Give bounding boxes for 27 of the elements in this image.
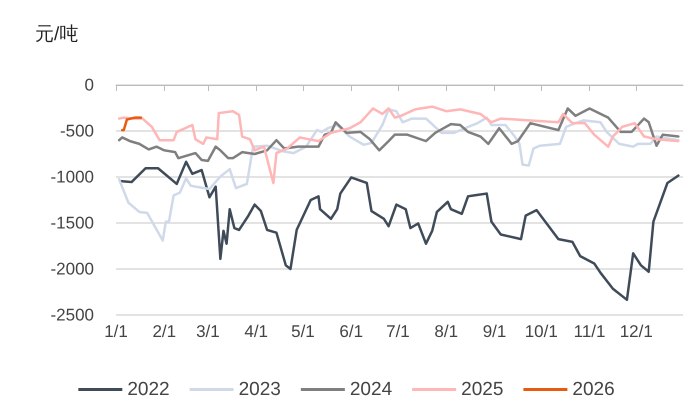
x-tick-label: 10/1 [524,322,558,341]
x-tick-label: 5/1 [291,322,315,341]
legend-label: 2026 [572,379,615,400]
legend-label: 2023 [238,379,281,400]
x-tick-label: 1/1 [104,322,128,341]
x-tick-label: 6/1 [339,322,364,341]
line-series [118,105,680,184]
x-tick-label: 11/1 [574,322,606,341]
x-tick-label: 3/1 [196,322,220,341]
y-tick-label: -1500 [50,214,94,232]
x-tick-label: 2/1 [152,322,176,341]
y-tick-label: -2000 [50,260,94,278]
legend-label: 2025 [461,379,504,400]
y-tick-label: 0 [84,76,94,94]
x-tick-label: 12/1 [620,322,653,341]
x-tick-label: 4/1 [244,322,268,341]
y-axis-title: 元/吨 [35,24,78,45]
y-tick-label: -1000 [50,168,94,186]
x-tick-label: 9/1 [482,322,506,341]
line-series [118,107,680,162]
y-tick-label: -500 [60,122,94,140]
x-tick-label: 8/1 [434,322,458,341]
y-tick-label: -2500 [50,306,94,324]
legend-label: 2022 [127,379,170,400]
x-tick-label: 7/1 [386,322,410,341]
line-series [119,160,680,302]
legend-label: 2024 [350,379,393,400]
